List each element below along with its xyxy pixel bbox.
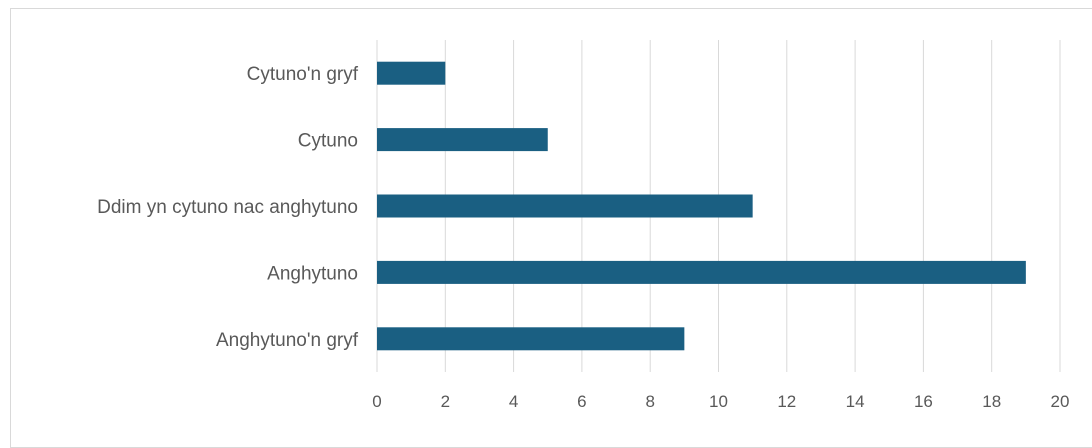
bar [377,260,1026,284]
bar [377,327,685,351]
x-tick-label: 14 [846,392,865,411]
x-tick-label: 0 [372,392,381,411]
category-labels: Cytuno'n gryf Cytuno Ddim yn cytuno nac an… [97,64,359,351]
bar-chart: Cytuno'n gryf Cytuno Ddim yn cytuno nac an… [97,40,1069,411]
category-label: Cytuno [298,131,358,152]
category-label: Ddim yn cytuno nac anghytuno [97,197,358,218]
bar [377,61,446,85]
x-tick-label: 4 [509,392,518,411]
category-label: Anghytuno [267,263,358,284]
x-tick-label: 16 [914,392,933,411]
x-tick-label: 12 [777,392,796,411]
bar [377,128,548,152]
x-tick-label: 2 [441,392,450,411]
x-tick-label: 18 [982,392,1001,411]
bar [377,194,753,218]
category-label: Cytuno'n gryf [247,64,359,85]
x-tick-label: 20 [1051,392,1070,411]
chart-frame [10,8,1092,448]
x-tick-label: 10 [709,392,728,411]
x-axis-tick-labels: 0 2 4 6 8 10 12 14 16 18 20 [372,392,1069,411]
x-tick-label: 6 [577,392,586,411]
category-label: Anghytuno'n gryf [216,330,359,351]
x-tick-label: 8 [645,392,654,411]
bars [377,61,1026,351]
